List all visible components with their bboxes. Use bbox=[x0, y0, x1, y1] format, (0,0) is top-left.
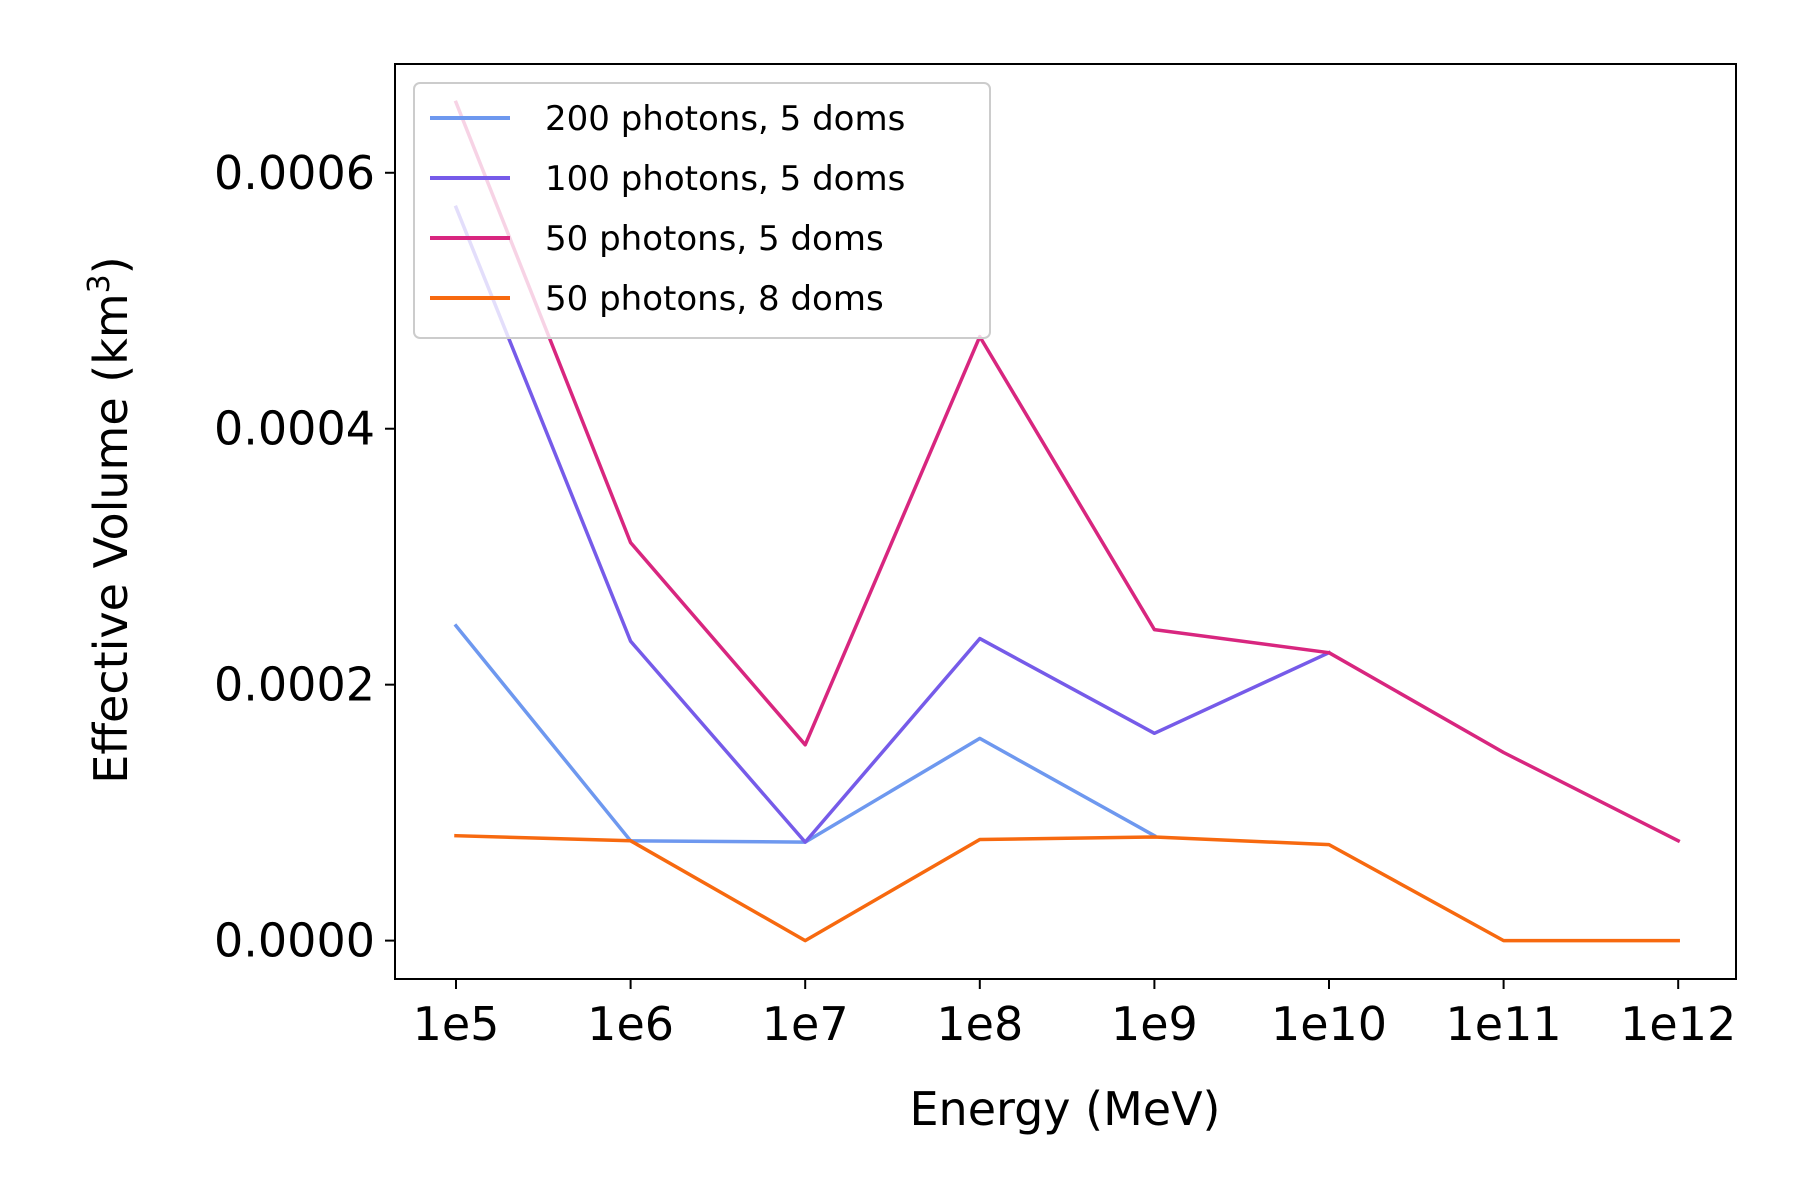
series-line-3 bbox=[453, 100, 1681, 844]
y-tick-label: 0.0002 bbox=[214, 658, 375, 712]
y-tick-label: 0.0006 bbox=[214, 146, 375, 200]
x-tick-label: 1e9 bbox=[1111, 997, 1198, 1051]
x-axis-ticks: 1e5 1e6 1e7 1e8 1e9 1e10 1e11 1e12 bbox=[413, 979, 1736, 1051]
legend-label: 100 photons, 5 doms bbox=[545, 159, 905, 199]
legend-box bbox=[413, 82, 991, 339]
x-axis-label: Energy (MeV) bbox=[909, 1082, 1220, 1136]
x-tick-label: 1e7 bbox=[762, 997, 849, 1051]
series-layer bbox=[453, 100, 1681, 943]
plot-frame bbox=[394, 63, 1737, 980]
legend-label: 50 photons, 5 doms bbox=[545, 219, 884, 259]
y-tick-label: 0.0000 bbox=[214, 914, 375, 968]
series-line-1 bbox=[453, 623, 1157, 844]
x-tick-label: 1e12 bbox=[1620, 997, 1736, 1051]
y-tick-label: 0.0004 bbox=[214, 402, 375, 456]
x-tick-label: 1e11 bbox=[1446, 997, 1562, 1051]
x-tick-label: 1e5 bbox=[413, 997, 500, 1051]
y-axis-label: Effective Volume (km3) bbox=[82, 256, 138, 783]
x-tick-label: 1e6 bbox=[587, 997, 674, 1051]
legend-label: 50 photons, 8 doms bbox=[545, 279, 884, 319]
legend-label: 200 photons, 5 doms bbox=[545, 99, 905, 139]
x-tick-label: 1e8 bbox=[936, 997, 1023, 1051]
y-axis-ticks: 0.0000 0.0002 0.0004 0.0006 bbox=[214, 146, 395, 968]
series-line-4 bbox=[454, 833, 1680, 943]
legend: 200 photons, 5 doms 100 photons, 5 doms 50… bbox=[413, 82, 991, 339]
series-line-2 bbox=[453, 205, 1332, 844]
x-tick-label: 1e10 bbox=[1271, 997, 1387, 1051]
